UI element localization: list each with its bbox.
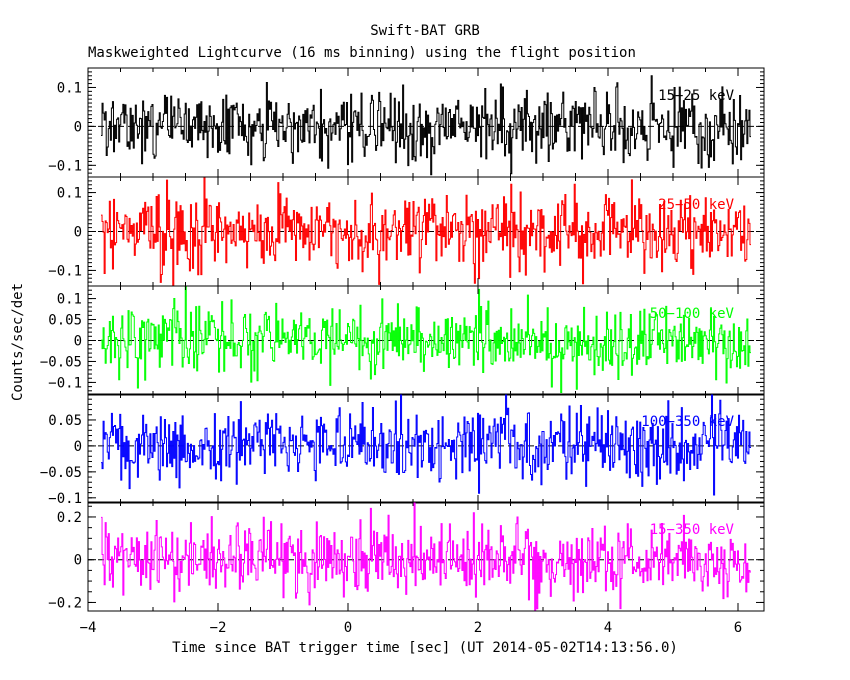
y-tick-label: 0 [74, 225, 82, 241]
y-tick-label: −0.1 [48, 263, 82, 279]
x-tick-label: 6 [734, 620, 742, 636]
x-tick-label: −2 [210, 620, 227, 636]
lightcurve-series [101, 502, 751, 611]
lightcurve-series [101, 394, 751, 496]
y-tick-label: −0.1 [48, 491, 82, 507]
x-axis-label: Time since BAT trigger time [sec] (UT 20… [172, 640, 678, 656]
y-tick-label: −0.05 [40, 465, 82, 481]
y-tick-label: −0.2 [48, 595, 82, 611]
panel-frame [87, 501, 765, 612]
band-label: 25−50 keV [658, 197, 734, 213]
y-tick-label: 0.2 [57, 510, 82, 526]
y-tick-label: 0.1 [57, 80, 82, 96]
panel-3: 0.1 0.05 0 −0.05 −0.1 50−100 keV [40, 285, 765, 396]
chart-title: Swift-BAT GRB [370, 23, 480, 39]
panel-5: 0.2 0 −0.2 15−350 keV [48, 501, 765, 612]
panel-1: 0.1 0 −0.1 15−25 keV [48, 67, 765, 178]
panel-2: 0.1 0 −0.1 25−50 keV [48, 176, 765, 287]
band-label: 100−350 keV [641, 414, 734, 430]
y-tick-label: 0 [74, 334, 82, 350]
y-tick-label: 0.1 [57, 186, 82, 202]
x-tick-label: 0 [344, 620, 352, 636]
band-label: 50−100 keV [650, 306, 735, 322]
x-tick-label: 2 [474, 620, 482, 636]
y-tick-label: 0.05 [48, 413, 82, 429]
y-axis-label: Counts/sec/det [10, 282, 26, 402]
lightcurve-series [101, 177, 751, 286]
y-tick-label: 0 [74, 439, 82, 455]
y-tick-label: 0.1 [57, 292, 82, 308]
y-tick-label: −0.1 [48, 375, 82, 391]
panel-4: 0.05 0 −0.05 −0.1 100−350 keV [40, 393, 765, 507]
y-tick-label: 0 [74, 553, 82, 569]
band-label: 15−350 keV [650, 522, 735, 538]
y-tick-label: 0 [74, 119, 82, 135]
band-label: 15−25 keV [658, 88, 734, 104]
y-tick-label: −0.05 [40, 354, 82, 370]
x-tick-label: 4 [604, 620, 612, 636]
lightcurve-series [101, 75, 751, 176]
x-tick-label: −4 [80, 620, 97, 636]
y-tick-label: 0.05 [48, 313, 82, 329]
lightcurve-series [101, 286, 751, 394]
y-tick-label: −0.1 [48, 158, 82, 174]
panel-frame [87, 393, 765, 504]
chart-subtitle: Maskweighted Lightcurve (16 ms binning) … [88, 45, 636, 61]
